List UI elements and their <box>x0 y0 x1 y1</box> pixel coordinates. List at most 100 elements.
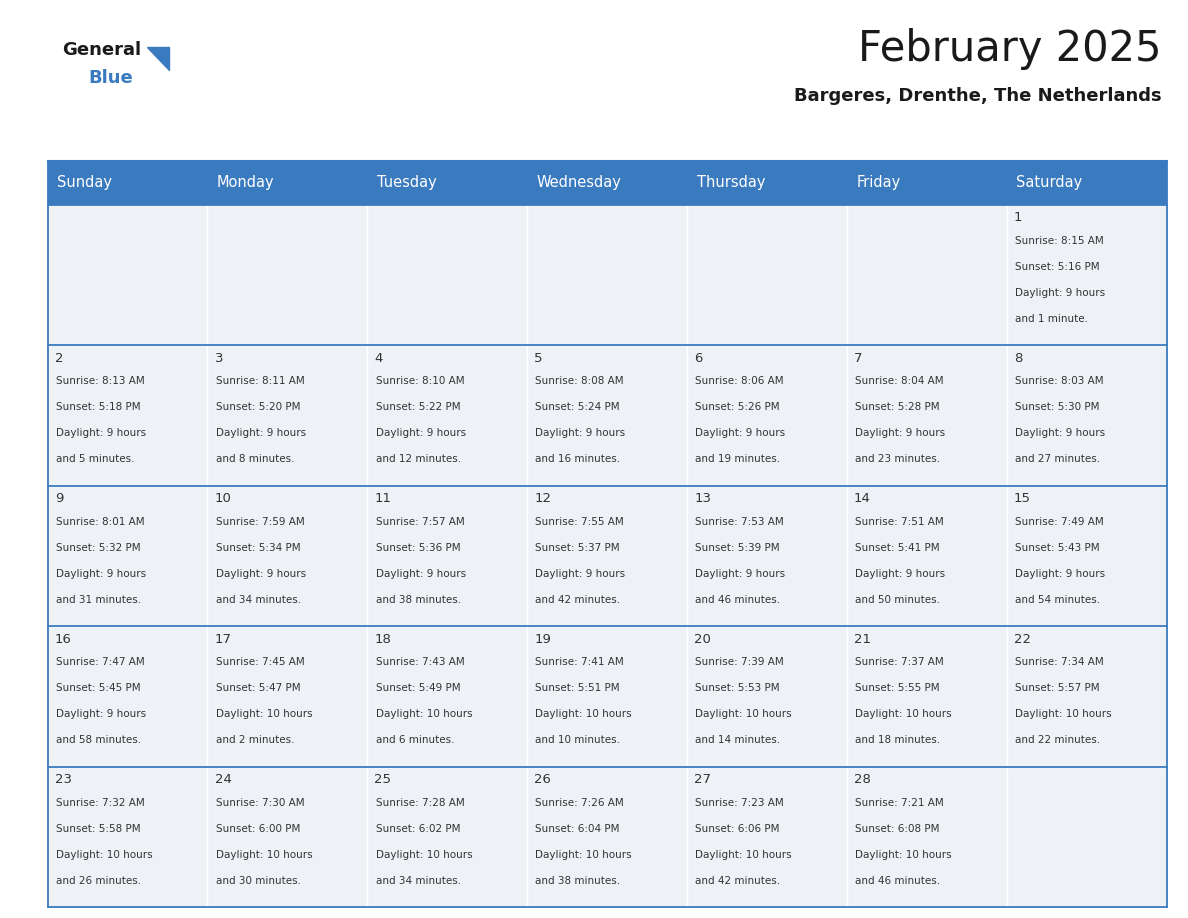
Text: Sunrise: 7:41 AM: Sunrise: 7:41 AM <box>536 657 624 667</box>
Text: Thursday: Thursday <box>696 175 765 190</box>
Text: Daylight: 9 hours: Daylight: 9 hours <box>536 569 626 579</box>
Text: Sunset: 5:37 PM: Sunset: 5:37 PM <box>536 543 620 553</box>
Bar <box>48 767 208 907</box>
Text: Sunrise: 8:04 AM: Sunrise: 8:04 AM <box>855 376 943 386</box>
Text: Wednesday: Wednesday <box>537 175 621 190</box>
Text: Sunset: 6:00 PM: Sunset: 6:00 PM <box>216 823 301 834</box>
Text: and 31 minutes.: and 31 minutes. <box>56 595 141 605</box>
Text: Sunset: 5:26 PM: Sunset: 5:26 PM <box>695 402 781 412</box>
Bar <box>367 161 527 205</box>
Text: Sunrise: 8:01 AM: Sunrise: 8:01 AM <box>56 517 145 527</box>
Text: Sunrise: 7:57 AM: Sunrise: 7:57 AM <box>375 517 465 527</box>
Bar <box>847 345 1006 486</box>
Bar <box>847 161 1006 205</box>
Text: 28: 28 <box>854 773 871 786</box>
Bar <box>687 486 847 626</box>
Text: Daylight: 10 hours: Daylight: 10 hours <box>375 850 472 860</box>
Text: Daylight: 9 hours: Daylight: 9 hours <box>375 569 466 579</box>
Text: Sunrise: 7:30 AM: Sunrise: 7:30 AM <box>216 798 304 808</box>
Text: and 16 minutes.: and 16 minutes. <box>536 454 620 465</box>
Text: and 6 minutes.: and 6 minutes. <box>375 735 454 745</box>
Text: and 10 minutes.: and 10 minutes. <box>536 735 620 745</box>
Bar <box>48 486 208 626</box>
Text: Bargeres, Drenthe, The Netherlands: Bargeres, Drenthe, The Netherlands <box>795 87 1162 106</box>
Text: 25: 25 <box>374 773 391 786</box>
Bar <box>1006 486 1167 626</box>
Bar <box>367 345 527 486</box>
Text: 5: 5 <box>535 352 543 364</box>
Text: 21: 21 <box>854 633 871 645</box>
Text: and 12 minutes.: and 12 minutes. <box>375 454 461 465</box>
Text: Sunset: 5:53 PM: Sunset: 5:53 PM <box>695 683 781 693</box>
Text: Daylight: 9 hours: Daylight: 9 hours <box>375 429 466 439</box>
Text: and 5 minutes.: and 5 minutes. <box>56 454 134 465</box>
Text: Sunset: 5:47 PM: Sunset: 5:47 PM <box>216 683 301 693</box>
Text: Daylight: 10 hours: Daylight: 10 hours <box>1015 710 1112 720</box>
Polygon shape <box>147 47 169 70</box>
Text: 2: 2 <box>55 352 63 364</box>
Bar <box>208 205 367 345</box>
Text: and 23 minutes.: and 23 minutes. <box>855 454 941 465</box>
Text: Daylight: 10 hours: Daylight: 10 hours <box>695 710 792 720</box>
Text: Sunset: 5:49 PM: Sunset: 5:49 PM <box>375 683 460 693</box>
Text: Sunset: 5:32 PM: Sunset: 5:32 PM <box>56 543 140 553</box>
Text: and 34 minutes.: and 34 minutes. <box>216 595 301 605</box>
Bar <box>847 626 1006 767</box>
Text: Sunset: 5:57 PM: Sunset: 5:57 PM <box>1015 683 1100 693</box>
Text: 7: 7 <box>854 352 862 364</box>
Text: Daylight: 9 hours: Daylight: 9 hours <box>56 429 146 439</box>
Text: Sunset: 6:08 PM: Sunset: 6:08 PM <box>855 823 940 834</box>
Text: and 26 minutes.: and 26 minutes. <box>56 876 141 886</box>
Text: Sunset: 5:24 PM: Sunset: 5:24 PM <box>536 402 620 412</box>
Bar <box>1006 626 1167 767</box>
Text: 10: 10 <box>215 492 232 505</box>
Text: Sunrise: 7:26 AM: Sunrise: 7:26 AM <box>536 798 624 808</box>
Bar <box>367 767 527 907</box>
Text: Sunset: 5:16 PM: Sunset: 5:16 PM <box>1015 262 1100 272</box>
Bar <box>48 626 208 767</box>
Text: Sunset: 5:18 PM: Sunset: 5:18 PM <box>56 402 140 412</box>
Bar <box>1006 205 1167 345</box>
Text: and 27 minutes.: and 27 minutes. <box>1015 454 1100 465</box>
Text: 3: 3 <box>215 352 223 364</box>
Text: Daylight: 10 hours: Daylight: 10 hours <box>56 850 152 860</box>
Text: 22: 22 <box>1013 633 1031 645</box>
Bar <box>847 767 1006 907</box>
Bar <box>847 205 1006 345</box>
Bar <box>527 205 687 345</box>
Bar <box>687 205 847 345</box>
Text: and 42 minutes.: and 42 minutes. <box>536 595 620 605</box>
Bar <box>48 345 208 486</box>
Text: Daylight: 9 hours: Daylight: 9 hours <box>1015 569 1105 579</box>
Text: Tuesday: Tuesday <box>377 175 436 190</box>
Text: and 18 minutes.: and 18 minutes. <box>855 735 941 745</box>
Bar <box>208 626 367 767</box>
Text: and 38 minutes.: and 38 minutes. <box>536 876 620 886</box>
Text: Sunset: 6:02 PM: Sunset: 6:02 PM <box>375 823 460 834</box>
Text: 12: 12 <box>535 492 551 505</box>
Text: 19: 19 <box>535 633 551 645</box>
Text: and 1 minute.: and 1 minute. <box>1015 314 1088 324</box>
Text: Daylight: 10 hours: Daylight: 10 hours <box>536 850 632 860</box>
Text: Sunrise: 8:03 AM: Sunrise: 8:03 AM <box>1015 376 1104 386</box>
Text: Sunrise: 7:53 AM: Sunrise: 7:53 AM <box>695 517 784 527</box>
Text: 13: 13 <box>694 492 712 505</box>
Text: Sunrise: 7:43 AM: Sunrise: 7:43 AM <box>375 657 465 667</box>
Text: Saturday: Saturday <box>1016 175 1082 190</box>
Text: 26: 26 <box>535 773 551 786</box>
Bar <box>687 345 847 486</box>
Text: and 42 minutes.: and 42 minutes. <box>695 876 781 886</box>
Text: Sunset: 6:06 PM: Sunset: 6:06 PM <box>695 823 779 834</box>
Text: Sunrise: 7:39 AM: Sunrise: 7:39 AM <box>695 657 784 667</box>
Text: 15: 15 <box>1013 492 1031 505</box>
Text: Sunset: 5:58 PM: Sunset: 5:58 PM <box>56 823 140 834</box>
Text: 16: 16 <box>55 633 71 645</box>
Bar <box>687 767 847 907</box>
Text: Sunrise: 7:59 AM: Sunrise: 7:59 AM <box>216 517 304 527</box>
Bar <box>1006 161 1167 205</box>
Text: Daylight: 10 hours: Daylight: 10 hours <box>375 710 472 720</box>
Bar <box>208 767 367 907</box>
Text: Sunrise: 7:49 AM: Sunrise: 7:49 AM <box>1015 517 1104 527</box>
Text: and 54 minutes.: and 54 minutes. <box>1015 595 1100 605</box>
Text: Sunset: 5:39 PM: Sunset: 5:39 PM <box>695 543 781 553</box>
